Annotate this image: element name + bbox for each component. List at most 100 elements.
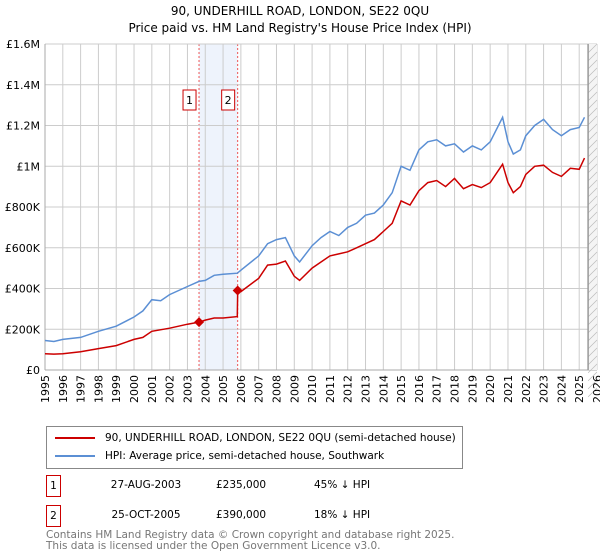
x-tick-label: 2011	[324, 375, 337, 403]
y-tick-label: £1.2M	[6, 120, 40, 133]
x-tick-label: 2021	[502, 375, 515, 403]
hatch-line	[587, 219, 598, 230]
legend-red-swatch	[55, 437, 95, 439]
legend-blue-swatch	[55, 455, 95, 457]
hatch-line	[587, 163, 598, 174]
x-tick-label: 2005	[217, 375, 230, 403]
hatch-line	[587, 251, 598, 262]
hatch-line	[587, 115, 598, 126]
x-tick-label: 2006	[235, 375, 248, 403]
hatch-line	[587, 371, 598, 382]
x-tick-label: 2013	[360, 375, 373, 403]
hatch-line	[587, 187, 598, 198]
y-tick-label: £1M	[17, 160, 41, 173]
hatch-line	[587, 299, 598, 310]
y-tick-label: £600K	[5, 242, 41, 255]
sale-number: 2	[46, 505, 61, 527]
sale-point	[232, 285, 243, 296]
y-tick-label: £800K	[5, 201, 41, 214]
x-tick-label: 2017	[431, 375, 444, 403]
hatch-line	[587, 75, 598, 86]
sale-label-box	[182, 89, 197, 111]
x-tick-label: 2022	[520, 375, 533, 403]
sale-row: 1 27-AUG-2003 £235,000 45% ↓ HPI	[46, 475, 446, 497]
hatch-line	[587, 227, 598, 238]
x-tick-label: 1998	[92, 375, 105, 403]
x-tick-label: 1995	[39, 375, 52, 403]
hatch-line	[587, 387, 598, 398]
x-tick-label: 2025	[573, 375, 586, 403]
hatch-line	[587, 179, 598, 190]
hatch-line	[587, 363, 598, 374]
x-tick-label: 1999	[110, 375, 123, 403]
x-tick-label: 2012	[342, 375, 355, 403]
x-tick-label: 2026	[591, 375, 600, 403]
hatch-line	[587, 83, 598, 94]
hatch-line	[587, 323, 598, 334]
x-tick-label: 2002	[164, 375, 177, 403]
hatch-line	[587, 131, 598, 142]
hatch-line	[587, 203, 598, 214]
x-tick-label: 1997	[75, 375, 88, 403]
hatch-line	[587, 291, 598, 302]
hatch-line	[587, 99, 598, 110]
y-tick-label: £1.6M	[6, 38, 40, 51]
hatch-line	[587, 331, 598, 342]
x-tick-label: 2024	[555, 375, 568, 403]
y-tick-label: £1.4M	[6, 79, 40, 92]
hatch-line	[587, 267, 598, 278]
hatch-line	[587, 43, 598, 54]
hatch-line	[587, 195, 598, 206]
hatch-line	[587, 259, 598, 270]
hatch-line	[587, 347, 598, 358]
hatch-line	[587, 171, 598, 182]
sale-hpi-diff: 45% ↓ HPI	[314, 479, 371, 491]
x-tick-label: 2003	[181, 375, 194, 403]
x-tick-label: 2010	[306, 375, 319, 403]
sale-date: 27-AUG-2003	[110, 479, 182, 491]
hatch-line	[587, 315, 598, 326]
hatch-line	[587, 59, 598, 70]
x-tick-label: 2020	[484, 375, 497, 403]
y-tick-label: £0	[26, 364, 40, 377]
x-tick-label: 2019	[466, 375, 479, 403]
legend: 90, UNDERHILL ROAD, LONDON, SE22 0QU (se…	[46, 426, 463, 469]
x-tick-label: 2016	[413, 375, 426, 403]
hatch-line	[587, 139, 598, 150]
hatch-line	[587, 307, 598, 318]
sale-hpi-diff: 18% ↓ HPI	[314, 509, 371, 521]
sale-row: 2 25-OCT-2005 £390,000 18% ↓ HPI	[46, 505, 446, 527]
x-tick-label: 2001	[146, 375, 159, 403]
x-tick-label: 2007	[253, 375, 266, 403]
sale-price: £235,000	[216, 479, 267, 491]
x-tick-label: 2015	[395, 375, 408, 403]
hatch-line	[587, 339, 598, 350]
hatch-line	[587, 67, 598, 78]
sale-date: 25-OCT-2005	[111, 509, 181, 521]
hatch-line	[587, 123, 598, 134]
y-tick-label: £200K	[5, 323, 41, 336]
x-tick-label: 2023	[538, 375, 551, 403]
hatch-line	[587, 355, 598, 366]
x-tick-label: 2008	[270, 375, 283, 403]
hatch-line	[587, 235, 598, 246]
x-tick-label: 2000	[128, 375, 141, 403]
sale-label-box	[221, 89, 236, 111]
hatch-line	[587, 211, 598, 222]
hatch-line	[587, 91, 598, 102]
sale-label: 1	[186, 94, 193, 107]
price-chart: 90, UNDERHILL ROAD, LONDON, SE22 0QU Pri…	[5, 4, 600, 403]
sale-price: £390,000	[216, 509, 267, 521]
hatch-line	[587, 379, 598, 390]
sale-number: 1	[46, 475, 61, 497]
y-tick-label: £400K	[5, 283, 41, 296]
legend-hpi: HPI: Average price, semi-detached house,…	[105, 450, 385, 462]
x-tick-label: 2004	[199, 375, 212, 403]
x-tick-label: 1996	[57, 375, 70, 403]
sale-point	[194, 317, 205, 328]
forecast-region	[588, 44, 597, 370]
hpi-line	[44, 115, 586, 343]
hatch-line	[587, 155, 598, 166]
hatch-line	[587, 275, 598, 286]
